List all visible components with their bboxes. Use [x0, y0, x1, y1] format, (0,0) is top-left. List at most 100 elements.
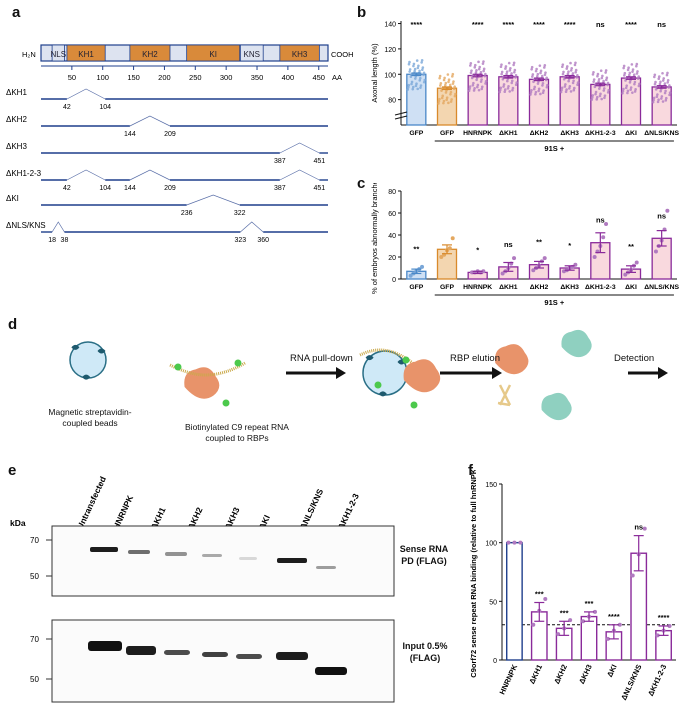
data-point — [636, 77, 640, 80]
data-point — [414, 84, 418, 88]
significance-label: **** — [472, 20, 484, 29]
data-point — [502, 85, 505, 88]
data-point — [539, 71, 542, 75]
y-tick-label: 20 — [388, 255, 396, 262]
data-point — [631, 91, 634, 94]
western-blot-figure: Untransfected HNRNPK ΔKH1 ΔKH2 ΔKH3 ΔKI ΔNLS/K… — [10, 475, 395, 703]
data-point — [445, 96, 449, 99]
significance-label: * — [568, 241, 571, 250]
data-point — [414, 77, 417, 80]
group-label: 91S + — [544, 298, 564, 307]
data-point — [437, 102, 440, 105]
blot-band — [236, 654, 262, 659]
y-tick-label: 150 — [485, 482, 497, 489]
data-point — [562, 70, 565, 74]
domain-label-kh3: KH3 — [292, 50, 308, 59]
data-point — [418, 69, 421, 73]
data-point — [408, 68, 412, 71]
data-point — [630, 63, 634, 66]
data-point — [600, 76, 604, 80]
data-point — [477, 60, 480, 64]
data-point — [605, 78, 608, 82]
data-point — [472, 89, 476, 92]
data-point — [449, 90, 453, 94]
data-point — [560, 88, 563, 92]
data-point — [663, 91, 667, 95]
blot-sense-rna-pd — [51, 525, 395, 597]
data-point — [653, 249, 658, 254]
data-point — [543, 596, 548, 601]
data-point — [541, 81, 545, 85]
data-point — [476, 83, 480, 87]
blot-band — [276, 652, 308, 660]
data-point — [546, 83, 549, 87]
bar — [620, 77, 642, 126]
data-point — [408, 60, 411, 64]
data-point — [563, 85, 567, 88]
panel-label-d: d — [8, 316, 18, 333]
data-point — [410, 80, 414, 84]
blot-band — [90, 547, 118, 552]
biotin-icon — [222, 399, 230, 407]
blot-band — [164, 650, 190, 655]
data-point — [504, 65, 508, 68]
rbp-icon — [403, 359, 441, 393]
data-point — [631, 68, 635, 71]
data-point — [418, 76, 422, 80]
deletion-position: 387 — [274, 158, 286, 165]
data-point — [565, 88, 568, 91]
deletion-position: 387 — [274, 185, 286, 192]
data-point — [482, 69, 485, 73]
data-point — [654, 80, 657, 84]
aa-axis-tick-label: 250 — [189, 73, 202, 82]
data-point — [602, 87, 606, 90]
data-point — [511, 88, 514, 92]
data-point — [637, 84, 641, 88]
data-point — [606, 83, 609, 87]
deletion-position: 38 — [61, 237, 69, 244]
data-point — [481, 62, 485, 65]
y-tick-label: 80 — [388, 189, 396, 196]
significance-label: *** — [535, 590, 544, 599]
data-point — [604, 71, 607, 74]
bar — [559, 76, 580, 126]
data-point — [605, 76, 609, 80]
data-point — [539, 69, 543, 73]
data-point — [628, 81, 632, 84]
data-point — [667, 86, 671, 89]
deletion-position: 209 — [164, 185, 176, 192]
panel-label-c: c — [357, 175, 366, 192]
deletion-label: ΔNLS/KNS — [6, 221, 46, 230]
data-point — [442, 99, 446, 103]
data-point — [605, 636, 610, 641]
data-point — [651, 100, 655, 104]
data-point — [514, 73, 518, 77]
data-point — [634, 260, 639, 265]
y-tick-label: 50 — [489, 599, 497, 606]
data-point — [439, 82, 443, 85]
beads-label: Magnetic streptavidin-coupled beads — [48, 407, 132, 428]
data-point — [506, 540, 511, 545]
data-point — [590, 98, 594, 101]
arrow-head-icon — [336, 367, 346, 379]
data-point — [408, 70, 411, 73]
significance-label: ns — [596, 216, 605, 225]
data-point — [538, 64, 542, 67]
rbp-icon — [541, 392, 572, 421]
data-point — [607, 88, 611, 92]
domain-kh1 — [66, 44, 106, 62]
domain-kns — [239, 44, 264, 62]
y-tick-label: 0 — [392, 277, 396, 284]
data-point — [594, 90, 598, 94]
data-point — [635, 62, 639, 66]
y-tick-label: 40 — [388, 233, 396, 240]
panel-label-f: f — [468, 462, 473, 479]
data-point — [541, 84, 544, 87]
domain-label-kh2: KH2 — [142, 50, 158, 59]
data-point — [477, 67, 481, 71]
group-label: 91S + — [544, 144, 564, 153]
data-point — [473, 87, 476, 90]
blot2-label: Input 0.5% (FLAG) — [402, 641, 448, 663]
panel-label-a: a — [12, 4, 21, 21]
data-point — [604, 69, 608, 72]
